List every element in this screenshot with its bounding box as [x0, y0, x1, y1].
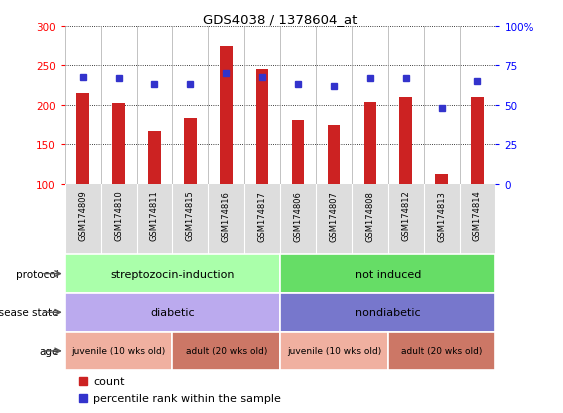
Text: GSM174817: GSM174817 — [258, 190, 267, 241]
Text: disease state: disease state — [0, 308, 59, 318]
Bar — [112, 104, 125, 185]
Text: streptozocin-induction: streptozocin-induction — [110, 269, 235, 279]
Text: GSM174815: GSM174815 — [186, 190, 195, 241]
Bar — [65, 293, 280, 332]
Text: nondiabetic: nondiabetic — [355, 308, 421, 318]
Text: GSM174813: GSM174813 — [437, 190, 446, 241]
Text: GSM174806: GSM174806 — [293, 190, 302, 241]
Text: GSM174810: GSM174810 — [114, 190, 123, 241]
Bar — [435, 174, 448, 185]
Bar — [220, 47, 233, 185]
Text: GSM174812: GSM174812 — [401, 190, 410, 241]
Bar — [292, 121, 305, 185]
Text: adult (20 wks old): adult (20 wks old) — [186, 347, 267, 356]
Text: protocol: protocol — [16, 269, 59, 279]
Text: GSM174816: GSM174816 — [222, 190, 231, 241]
Bar — [328, 126, 340, 185]
Bar — [471, 98, 484, 185]
Bar — [184, 119, 196, 185]
Bar — [399, 98, 412, 185]
Bar — [172, 332, 280, 370]
Text: juvenile (10 wks old): juvenile (10 wks old) — [72, 347, 166, 356]
Text: age: age — [39, 346, 59, 356]
Text: diabetic: diabetic — [150, 308, 195, 318]
Text: GSM174809: GSM174809 — [78, 190, 87, 241]
Text: juvenile (10 wks old): juvenile (10 wks old) — [287, 347, 381, 356]
Bar — [280, 332, 388, 370]
Text: GSM174814: GSM174814 — [473, 190, 482, 241]
Text: not induced: not induced — [355, 269, 421, 279]
Title: GDS4038 / 1378604_at: GDS4038 / 1378604_at — [203, 13, 358, 26]
Text: adult (20 wks old): adult (20 wks old) — [401, 347, 482, 356]
Bar — [77, 94, 89, 185]
Text: percentile rank within the sample: percentile rank within the sample — [93, 393, 282, 403]
Bar — [148, 132, 161, 185]
Bar — [388, 332, 495, 370]
Bar — [65, 332, 172, 370]
Bar — [364, 102, 376, 185]
Bar — [256, 70, 269, 185]
Bar — [65, 255, 280, 293]
Text: GSM174811: GSM174811 — [150, 190, 159, 241]
Text: GSM174807: GSM174807 — [329, 190, 338, 241]
Bar — [280, 255, 495, 293]
Bar — [280, 293, 495, 332]
Text: count: count — [93, 376, 125, 386]
Text: GSM174808: GSM174808 — [365, 190, 374, 241]
